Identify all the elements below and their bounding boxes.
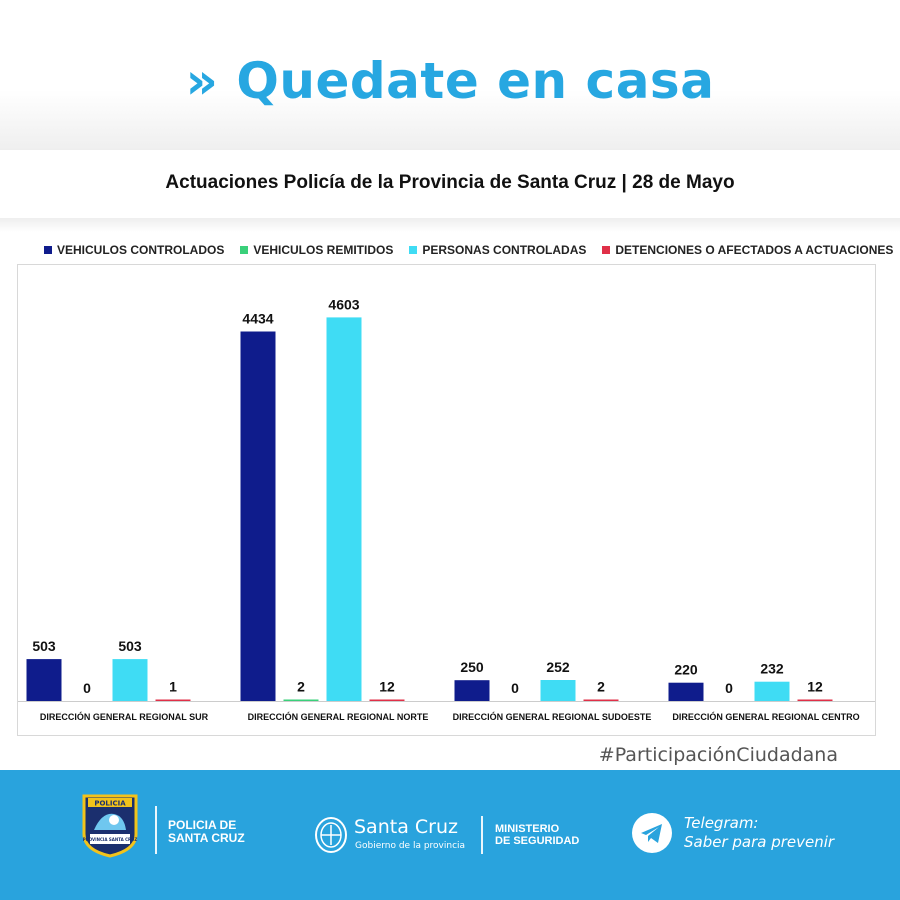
- ministry-line2: DE SEGURIDAD: [495, 835, 580, 847]
- bar: [26, 659, 62, 701]
- data-label: 503: [32, 638, 56, 654]
- legend-item: PERSONAS CONTROLADAS: [409, 243, 586, 257]
- legend-label: PERSONAS CONTROLADAS: [422, 243, 587, 257]
- category-tick-label: DIRECCIÓN GENERAL REGIONAL SUDOESTE: [453, 711, 652, 722]
- ministry-line1: MINISTERIO: [495, 823, 560, 835]
- bar: [668, 682, 704, 701]
- data-label: 12: [807, 679, 823, 695]
- ministry-name: MINISTERIO DE SEGURIDAD: [495, 823, 579, 847]
- footer: [0, 770, 900, 900]
- bar: [454, 680, 490, 701]
- chart-area: 503 0 503 1 DIRECCIÓN GENERAL REGIONAL SUR 44…: [17, 264, 876, 736]
- data-label: 503: [118, 638, 142, 654]
- footer-divider: [155, 806, 157, 854]
- badge-subtext: PROVINCIA SANTA CRUZ: [83, 837, 138, 842]
- police-name-line2: SANTA CRUZ: [168, 831, 245, 845]
- legend-swatch: [44, 246, 52, 254]
- badge-text: POLICIA: [94, 800, 126, 808]
- police-name: POLICIA DE SANTA CRUZ: [168, 819, 245, 845]
- province-coat-of-arms-logo: [315, 817, 347, 853]
- province-name: Santa Cruz: [354, 816, 458, 838]
- bar: [283, 699, 319, 701]
- data-label: 220: [674, 662, 698, 678]
- bar: [583, 699, 619, 701]
- separator-band: [0, 218, 900, 232]
- telegram-line1: Telegram:: [684, 814, 759, 832]
- data-label: 0: [83, 680, 91, 696]
- legend-item: VEHICULOS CONTROLADOS: [44, 243, 224, 257]
- bar: [540, 680, 576, 701]
- data-label: 252: [546, 659, 570, 675]
- page-title-text: Quedate en casa: [236, 52, 715, 110]
- data-label: 0: [725, 680, 733, 696]
- page-title: » Quedate en casa: [0, 52, 900, 110]
- bar: [326, 317, 362, 701]
- data-label: 0: [511, 680, 519, 696]
- legend-label: VEHICULOS CONTROLADOS: [57, 243, 225, 257]
- police-name-line1: POLICIA DE: [168, 818, 237, 832]
- bar: [369, 699, 405, 701]
- legend-swatch: [240, 246, 249, 254]
- category-tick-label: DIRECCIÓN GENERAL REGIONAL CENTRO: [672, 711, 859, 722]
- double-chevron-icon: »: [185, 52, 219, 110]
- bar: [240, 331, 276, 701]
- bar: [155, 699, 191, 701]
- legend-label: DETENCIONES O AFECTADOS A ACTUACIONES: [615, 243, 894, 257]
- legend-label: VEHICULOS REMITIDOS: [253, 243, 394, 257]
- chart-legend: VEHICULOS CONTROLADOS VEHICULOS REMITIDO…: [44, 243, 893, 257]
- telegram-text: Telegram: Saber para prevenir: [684, 814, 834, 852]
- telegram-line2: Saber para prevenir: [684, 833, 835, 851]
- telegram-icon[interactable]: [632, 813, 672, 853]
- province-subtitle: Gobierno de la provincia: [355, 841, 466, 851]
- category-tick-label: DIRECCIÓN GENERAL REGIONAL NORTE: [248, 711, 429, 722]
- data-label: 4434: [242, 311, 273, 327]
- legend-swatch: [409, 246, 418, 254]
- footer-divider: [481, 816, 483, 854]
- bar: [112, 659, 148, 701]
- bar: [754, 681, 790, 701]
- legend-item: VEHICULOS REMITIDOS: [240, 243, 393, 257]
- subtitle-band: [0, 150, 900, 218]
- bar-chart: 503 0 503 1 DIRECCIÓN GENERAL REGIONAL SUR 44…: [18, 296, 875, 722]
- category-tick-label: DIRECCIÓN GENERAL REGIONAL SUR: [40, 711, 209, 722]
- police-badge-logo: POLICIA PROVINCIA SANTA CRUZ: [82, 794, 138, 858]
- bar: [797, 699, 833, 701]
- legend-item: DETENCIONES O AFECTADOS A ACTUACIONES: [602, 243, 893, 257]
- hashtag: #ParticipaciónCiudadana: [598, 744, 838, 766]
- data-label: 232: [760, 661, 784, 677]
- data-label: 4603: [328, 296, 359, 312]
- data-label: 2: [597, 679, 605, 695]
- header-background: [0, 0, 900, 150]
- data-label: 1: [169, 679, 177, 695]
- legend-swatch: [602, 246, 611, 254]
- data-label: 12: [379, 679, 395, 695]
- page-subtitle: Actuaciones Policía de la Provincia de S…: [165, 172, 735, 193]
- data-label: 2: [297, 679, 305, 695]
- data-label: 250: [460, 659, 484, 675]
